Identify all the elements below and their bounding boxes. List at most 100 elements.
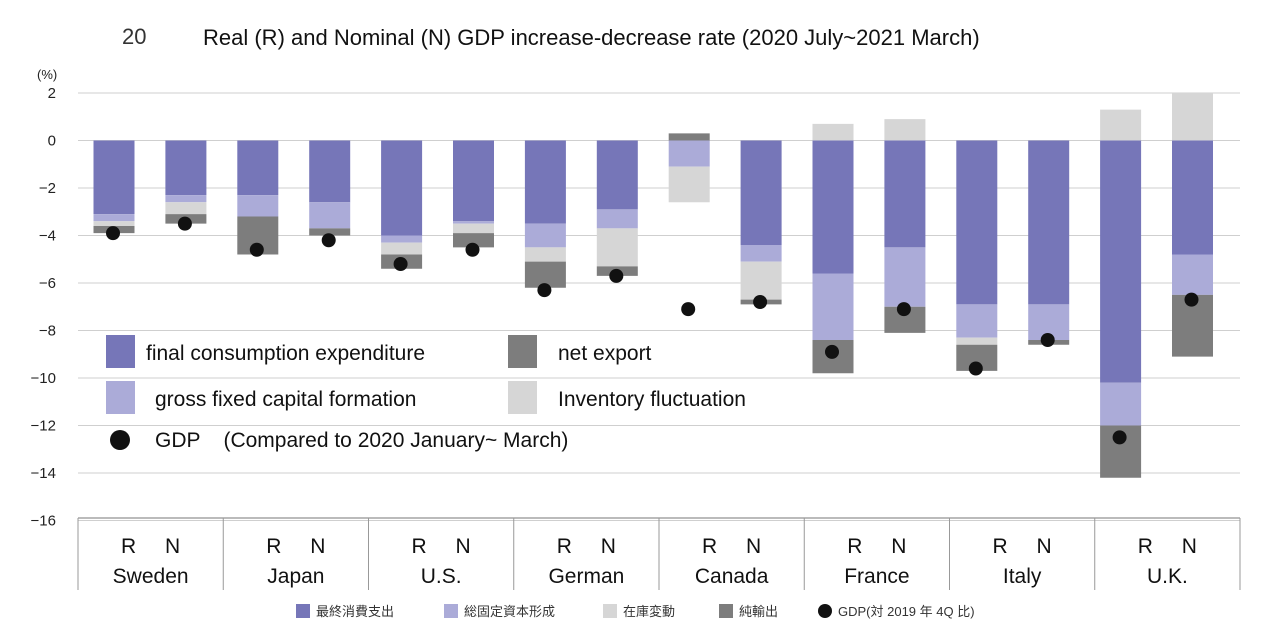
legend-label-gfcf: gross fixed capital formation — [155, 388, 416, 411]
jp-legend-label: GDP(対 2019 年 4Q 比) — [838, 604, 975, 619]
bar-segment-inv — [956, 337, 998, 345]
y-tick-label: −4 — [39, 228, 56, 245]
bar-label-nominal: N — [1037, 535, 1052, 558]
bar-segment-gfcf — [93, 214, 135, 222]
bar-segment-gfcf — [740, 245, 782, 262]
bar-label-nominal: N — [165, 535, 180, 558]
jp-legend-swatch — [296, 604, 310, 618]
bar-label-nominal: N — [456, 535, 471, 558]
bar-segment-fce — [1028, 140, 1070, 305]
gdp-dot — [825, 344, 839, 359]
bar-label-nominal: N — [1182, 535, 1197, 558]
bar-segment-gfcf — [524, 223, 566, 248]
gdp-dot — [1112, 430, 1127, 445]
jp-legend-label: 総固定資本形成 — [464, 604, 555, 619]
bar-segment-gfcf — [237, 195, 279, 217]
bar-segment-fce — [1100, 140, 1142, 383]
bar-label-real: R — [993, 535, 1008, 558]
jp-legend-swatch — [444, 604, 458, 618]
country-label: U.S. — [421, 565, 462, 588]
bar-segment-fce — [309, 140, 351, 203]
y-tick-label: −6 — [39, 275, 56, 292]
country-label: Italy — [1003, 565, 1042, 588]
bar-segment-net — [309, 228, 351, 236]
bar-label-real: R — [412, 535, 427, 558]
y-tick-label: 0 — [48, 133, 56, 150]
bar-segment-net — [668, 133, 710, 141]
bar-label-real: R — [702, 535, 717, 558]
country-label: Canada — [695, 565, 769, 588]
jp-legend-label: 最終消費支出 — [316, 604, 394, 619]
country-label: U.K. — [1147, 565, 1188, 588]
bar-segment-gfcf — [1172, 254, 1213, 295]
bar-segment-gfcf — [309, 202, 351, 229]
bar-segment-gfcf — [1100, 382, 1142, 426]
country-label: German — [548, 565, 624, 588]
bar-segment-gfcf — [596, 209, 638, 229]
gdp-dot — [609, 268, 624, 283]
bar-segment-inv — [884, 119, 926, 141]
y-axis-unit: (%) — [37, 67, 57, 82]
gdp-dot — [393, 257, 408, 271]
bar-segment-fce — [1172, 140, 1213, 255]
bar-label-real: R — [121, 535, 136, 558]
bar-segment-inv — [165, 202, 207, 215]
bar-segment-fce — [453, 140, 494, 222]
gdp-dot — [177, 216, 192, 231]
bar-segment-fce — [884, 140, 926, 248]
bar-label-nominal: N — [310, 535, 325, 558]
bar-label-nominal: N — [746, 535, 761, 558]
legend: final consumption expenditure net export… — [106, 335, 746, 452]
y-tick-label: −16 — [31, 513, 56, 530]
bar-segment-fce — [165, 140, 207, 196]
chart-title: Real (R) and Nominal (N) GDP increase-de… — [203, 25, 980, 50]
bar-segment-inv — [93, 221, 135, 226]
y-tick-label: 2 — [48, 85, 56, 102]
legend-marker-gdp — [110, 430, 130, 450]
bar-segment-gfcf — [668, 140, 710, 167]
bars — [93, 93, 1213, 478]
bar-segment-fce — [956, 140, 998, 305]
jp-legend-marker — [818, 604, 832, 618]
legend-swatch-gfcf — [106, 381, 135, 414]
bar-segment-gfcf — [381, 235, 423, 243]
country-label: Japan — [267, 565, 324, 588]
legend-swatch-inventory — [508, 381, 537, 414]
bar-segment-inv — [453, 223, 494, 234]
bar-segment-gfcf — [453, 221, 494, 224]
y-tick-label: −2 — [39, 180, 56, 197]
figure-number: 20 — [122, 24, 146, 49]
bar-segment-net — [453, 233, 494, 248]
bar-segment-inv — [524, 247, 566, 262]
bar-segment-inv — [1172, 93, 1213, 141]
gdp-dot — [106, 226, 120, 241]
y-tick-label: −10 — [31, 370, 56, 387]
country-label: France — [844, 565, 909, 588]
bar-segment-gfcf — [812, 273, 854, 340]
legend-label-fce: final consumption expenditure — [146, 342, 425, 365]
bar-segment-gfcf — [165, 195, 207, 203]
bar-segment-gfcf — [884, 247, 926, 307]
gdp-dot — [1040, 333, 1055, 347]
bar-segment-fce — [740, 140, 782, 245]
bar-label-real: R — [266, 535, 281, 558]
bar-label-nominal: N — [601, 535, 616, 558]
bar-segment-fce — [524, 140, 566, 224]
jp-legend-label: 在庫変動 — [623, 604, 675, 619]
bar-label-real: R — [1138, 535, 1153, 558]
y-tick-label: −8 — [39, 323, 56, 340]
bar-segment-inv — [381, 242, 423, 255]
japanese-legend: 最終消費支出 総固定資本形成 在庫変動 純輸出 GDP(対 2019 年 4Q 比) — [296, 604, 975, 619]
bar-segment-inv — [812, 123, 854, 141]
bar-segment-inv — [740, 261, 782, 300]
bar-segment-inv — [1100, 109, 1142, 141]
country-label: Sweden — [113, 565, 189, 588]
gdp-dot — [896, 302, 911, 317]
gdp-dot — [537, 283, 552, 298]
bar-segment-inv — [596, 228, 638, 267]
bar-segment-fce — [812, 140, 854, 274]
jp-legend-swatch — [719, 604, 733, 618]
gdp-dot — [249, 242, 264, 257]
bar-label-real: R — [557, 535, 572, 558]
